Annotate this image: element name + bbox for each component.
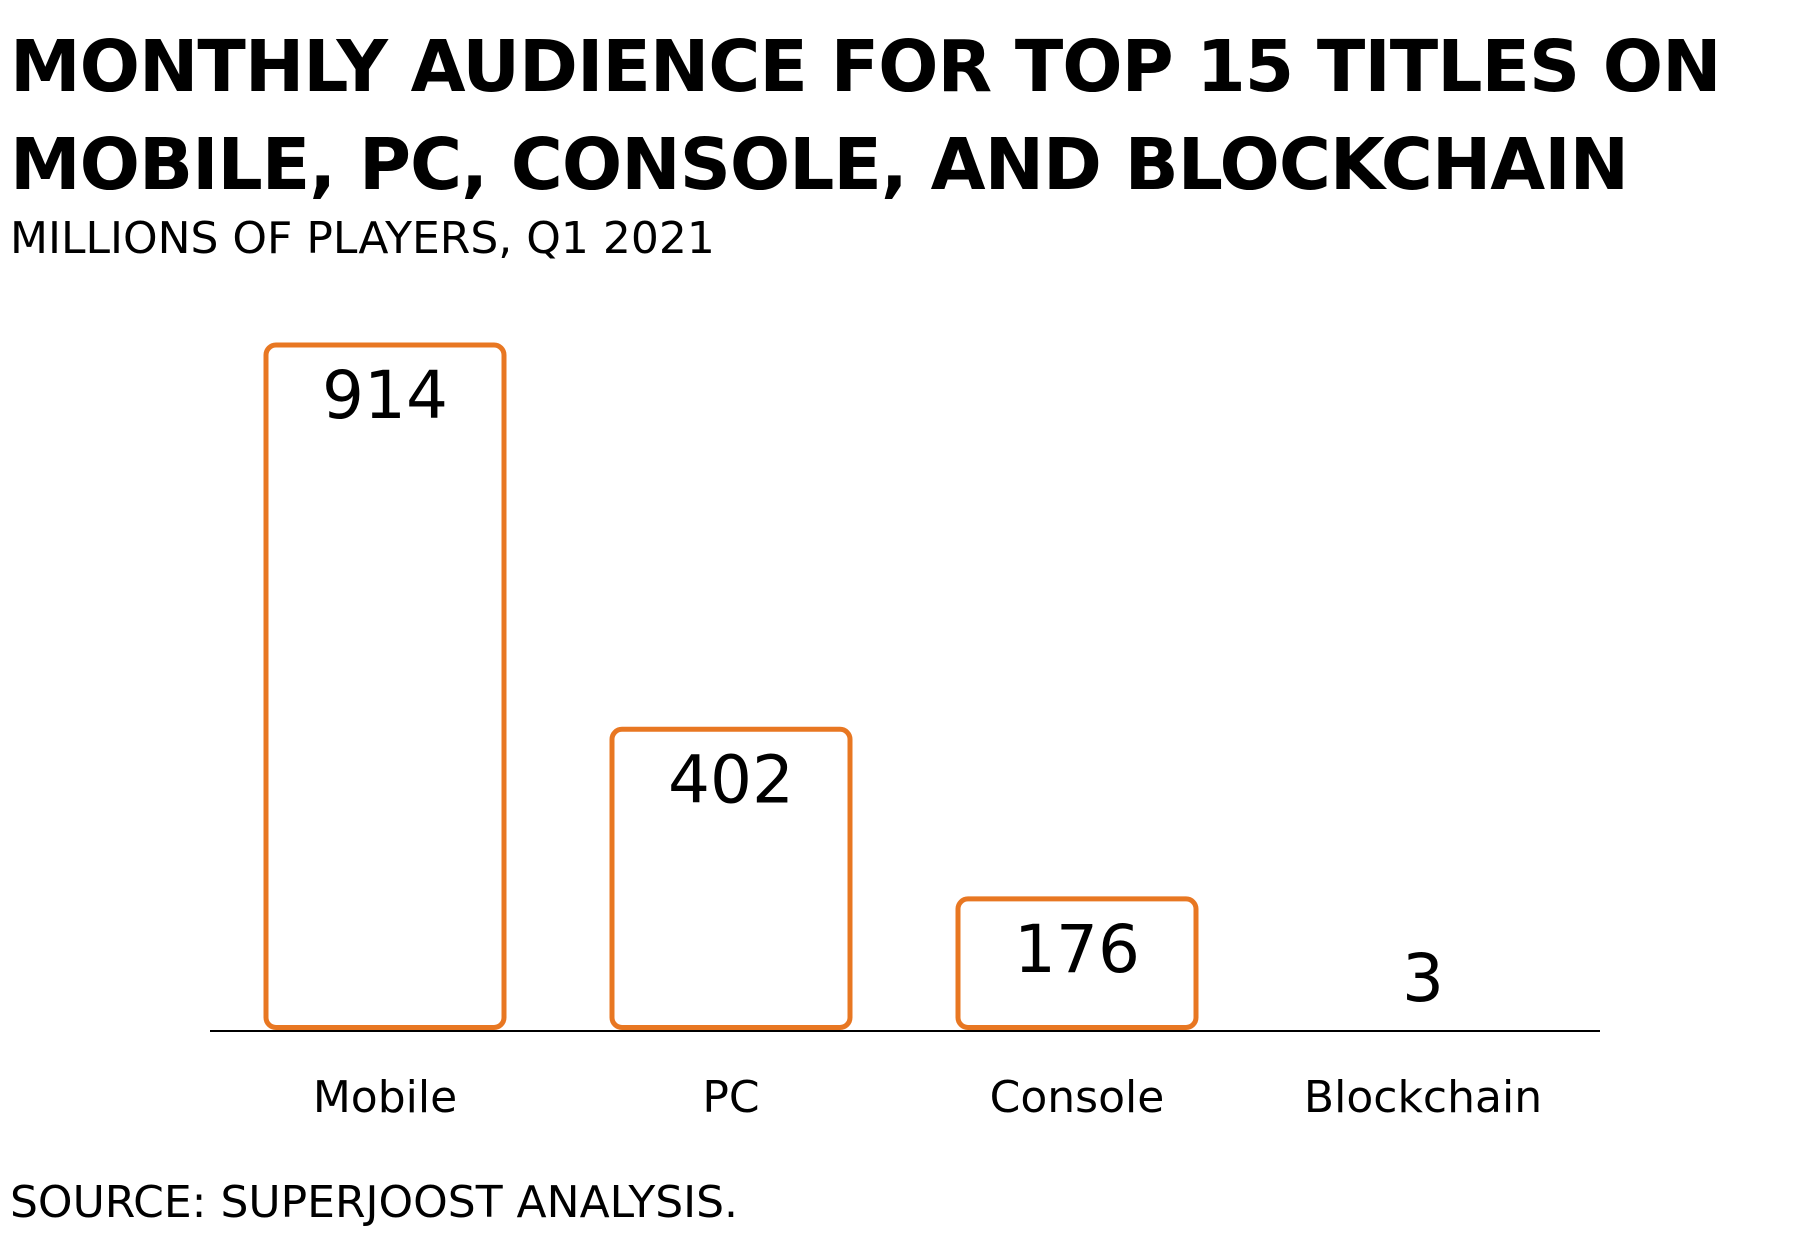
value-label-blockchain: 3 — [1402, 940, 1444, 1017]
source-note: SOURCE: SUPERJOOST ANALYSIS. — [10, 1177, 739, 1228]
bar-console — [955, 896, 1199, 1031]
value-label-console: 176 — [1014, 911, 1140, 988]
labels-layer: 914 Mobile 402 PC 176 Console 3 Blockchain — [313, 357, 1542, 1123]
bar-pc — [609, 726, 853, 1030]
category-label-pc: PC — [702, 1072, 759, 1123]
category-label-console: Console — [990, 1072, 1165, 1123]
bars-layer — [263, 342, 1199, 1031]
value-label-pc: 402 — [668, 741, 794, 818]
chart-title: MONTHLY AUDIENCE FOR TOP 15 TITLES ON MO… — [10, 25, 1722, 206]
value-label-mobile: 914 — [322, 357, 448, 434]
chart-subtitle: MILLIONS OF PLAYERS, Q1 2021 — [10, 213, 715, 264]
category-label-mobile: Mobile — [313, 1072, 457, 1123]
bar-mobile — [263, 342, 507, 1030]
category-label-blockchain: Blockchain — [1304, 1072, 1542, 1123]
